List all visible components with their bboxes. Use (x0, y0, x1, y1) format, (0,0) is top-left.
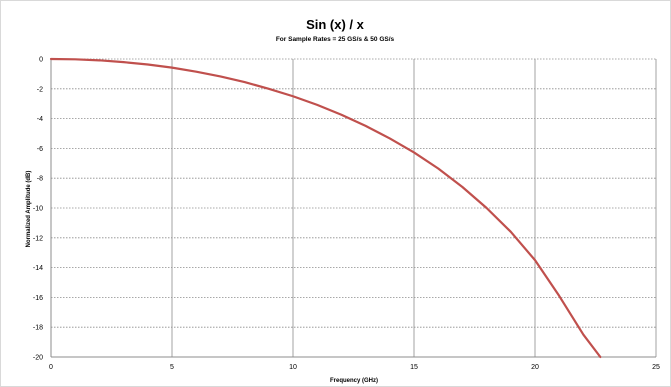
x-tick-label: 0 (49, 364, 53, 371)
x-tick-label: 25 (652, 364, 660, 371)
x-axis-label: Frequency (GHz) (330, 378, 378, 384)
series-line (49, 57, 602, 359)
grid-lines (50, 58, 657, 358)
y-tick-label: -10 (33, 206, 43, 213)
y-tick-label: -4 (37, 116, 43, 123)
y-tick-label: -18 (33, 325, 43, 332)
x-tick-label: 15 (410, 364, 418, 371)
y-tick-label: -20 (33, 355, 43, 362)
y-tick-label: -2 (37, 86, 43, 93)
tick-labels: 0 -2 -4 -6 -8 -10 -12 -14 -16 -18 -20 0 5 10 15 20 25 (33, 57, 660, 372)
y-tick-label: -8 (37, 176, 43, 183)
y-axis-label: Normalized Amplitude (dB) (26, 171, 32, 248)
y-tick-label: -6 (37, 146, 43, 153)
x-tick-label: 10 (289, 364, 297, 371)
y-tick-label: 0 (39, 57, 43, 64)
y-tick-label: -12 (33, 235, 43, 242)
chart-subtitle: For Sample Rates = 25 GS/s & 50 GS/s (276, 36, 395, 43)
x-tick-label: 20 (531, 364, 539, 371)
chart-title: Sin (x) / x (306, 17, 365, 32)
x-tick-label: 5 (170, 364, 174, 371)
series-lines (49, 57, 602, 359)
y-tick-label: -16 (33, 295, 43, 302)
y-tick-label: -14 (33, 265, 43, 272)
